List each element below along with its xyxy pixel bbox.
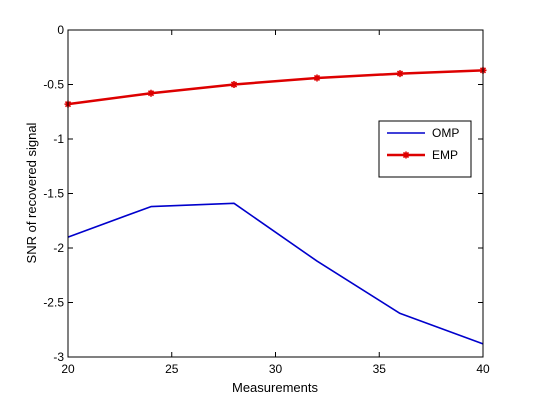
legend-label-omp: OMP — [432, 126, 459, 140]
y-axis-label: SNR of recovered signal — [24, 122, 39, 263]
emp-data-point — [313, 74, 321, 82]
x-axis-label: Measurements — [232, 380, 318, 395]
x-tick-label: 40 — [476, 362, 490, 376]
legend-marker-emp — [402, 151, 410, 159]
y-tick-label: -2.5 — [43, 296, 64, 310]
y-tick-label: -3 — [53, 350, 64, 364]
y-tick-label: -1.5 — [43, 187, 64, 201]
x-tick-label: 25 — [165, 362, 179, 376]
legend-label-emp: EMP — [432, 148, 458, 162]
emp-data-point — [396, 70, 404, 78]
legend: OMP EMP — [378, 120, 472, 178]
emp-data-point — [230, 81, 238, 88]
emp-series-line — [67, 69, 484, 106]
y-tick-label: -0.5 — [43, 78, 64, 92]
x-tick-label: 20 — [61, 362, 75, 376]
x-tick-label: 35 — [373, 362, 387, 376]
y-tick-label: -2 — [53, 241, 64, 255]
legend-box — [378, 120, 472, 178]
y-tick-label: -1 — [53, 132, 64, 146]
y-tick-label: 0 — [57, 23, 64, 37]
omp-series-line — [67, 202, 484, 345]
x-tick-label: 30 — [269, 362, 283, 376]
emp-data-point — [147, 89, 155, 97]
plot-area — [68, 30, 483, 357]
